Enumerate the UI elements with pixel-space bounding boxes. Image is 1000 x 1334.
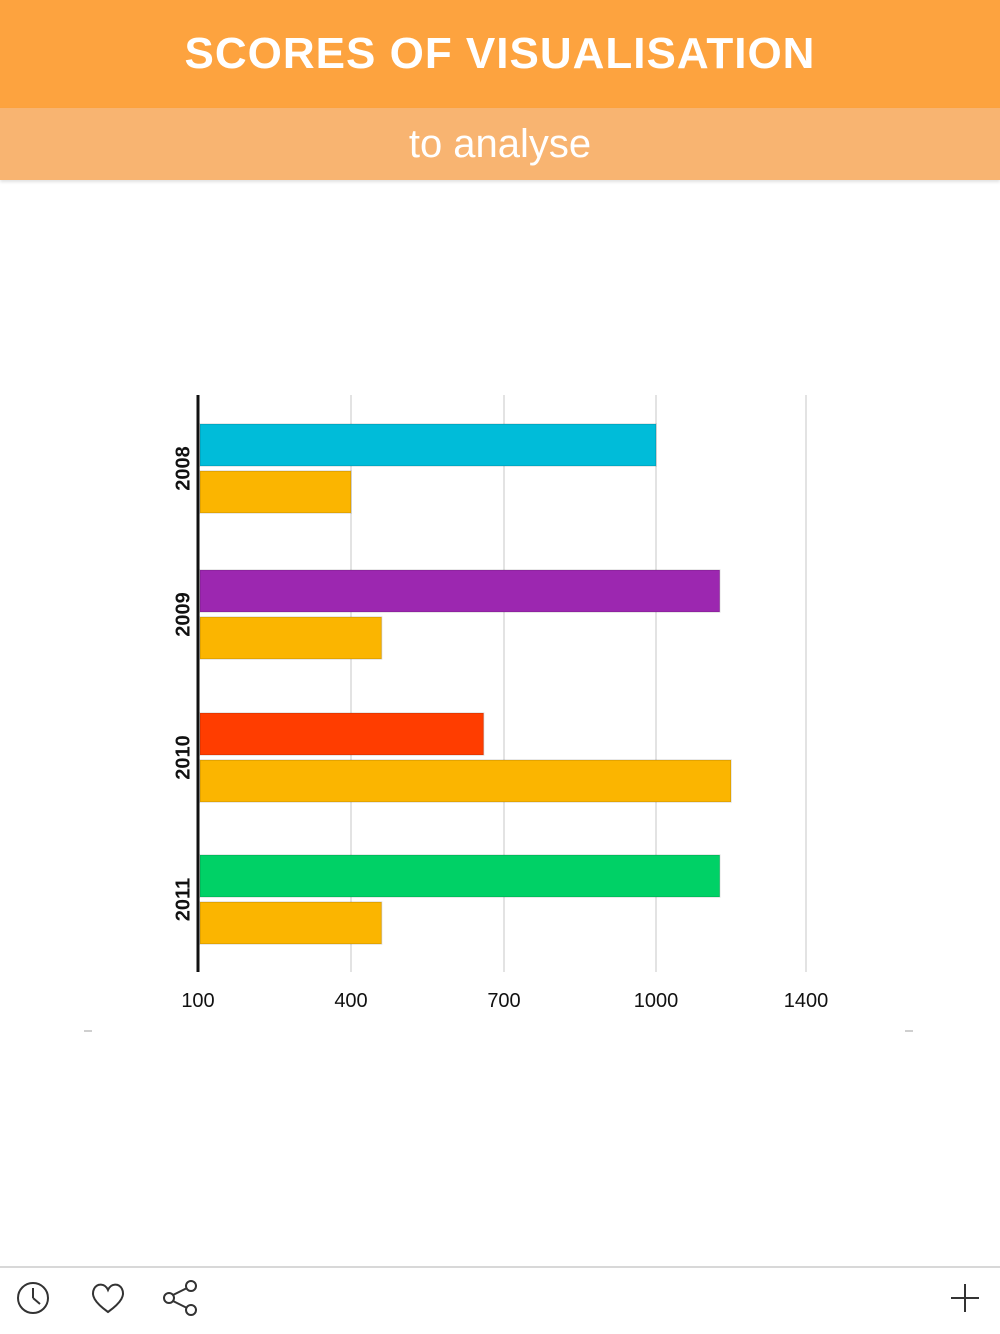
divider-mark-right — [905, 1030, 913, 1032]
bar-2010-secondary — [199, 759, 732, 803]
category-label-2010: 2010 — [172, 735, 194, 780]
bar-2009-primary — [199, 569, 721, 613]
category-label-2009: 2009 — [172, 592, 194, 637]
bar-2008-secondary — [199, 470, 352, 514]
x-tick-label-700: 700 — [487, 990, 520, 1012]
header-title-band: SCORES OF VISUALISATION — [0, 0, 1000, 108]
bar-chart: 2008 2009 2010 2011 100 400 700 1000 1400 — [172, 395, 829, 1012]
x-tick-label-1000: 1000 — [634, 990, 679, 1012]
bar-2011-primary — [199, 854, 721, 898]
page-subtitle: to analyse — [408, 121, 592, 166]
x-tick-label-100: 100 — [181, 990, 214, 1012]
bar-2009-secondary — [199, 616, 383, 660]
plus-icon[interactable] — [945, 1278, 985, 1318]
divider-mark-left — [84, 1030, 92, 1032]
header-subtitle-band: to analyse — [0, 108, 1000, 180]
bar-2010-primary — [199, 712, 485, 756]
bar-2011-secondary — [199, 901, 383, 945]
bottom-toolbar — [0, 1266, 1000, 1334]
x-tick-label-400: 400 — [334, 990, 367, 1012]
category-label-2008: 2008 — [172, 446, 194, 491]
heart-icon[interactable] — [88, 1278, 128, 1318]
bar-2008-primary — [199, 423, 657, 467]
clock-icon[interactable] — [13, 1278, 53, 1318]
x-tick-label-1400: 1400 — [784, 990, 829, 1012]
category-label-2011: 2011 — [172, 878, 194, 921]
page-title: SCORES OF VISUALISATION — [184, 29, 816, 78]
share-icon[interactable] — [160, 1278, 200, 1318]
